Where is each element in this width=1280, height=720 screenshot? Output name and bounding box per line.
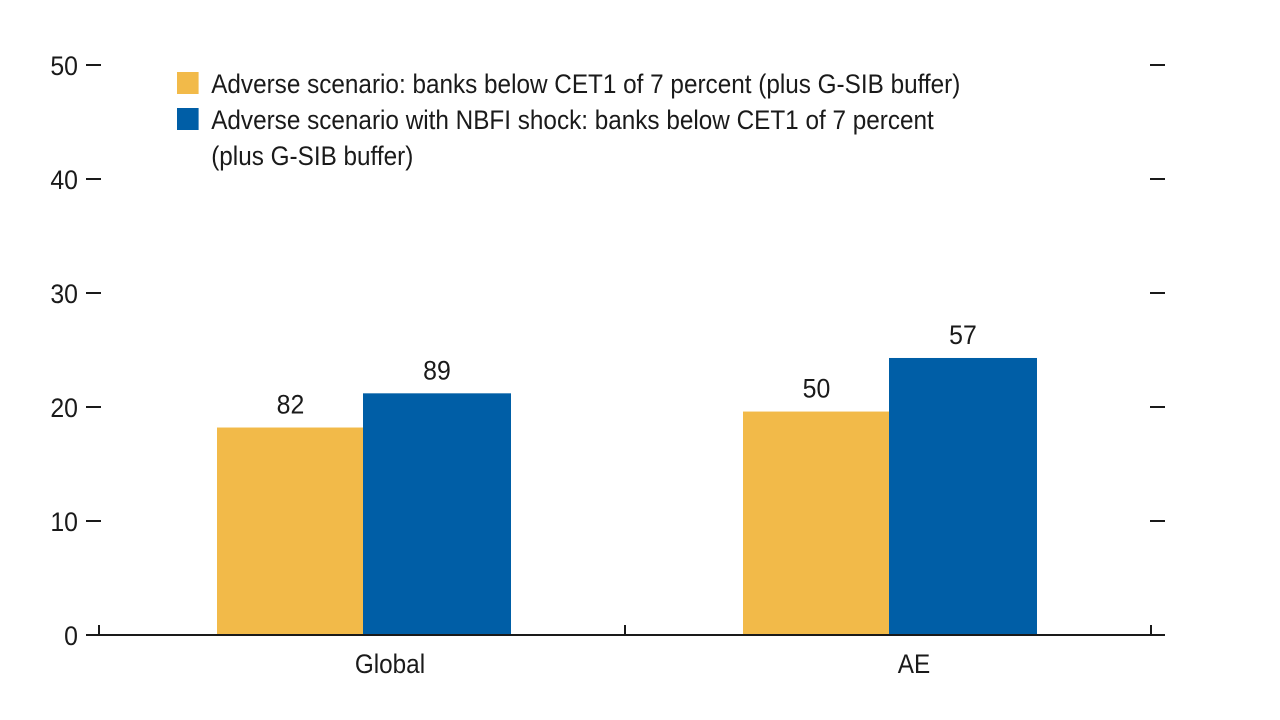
data-label: 82 xyxy=(277,391,305,420)
data-label: 50 xyxy=(803,375,831,404)
legend-item-adverse: Adverse scenario: banks below CET1 of 7 … xyxy=(177,66,987,102)
legend-label-line: Adverse scenario: banks below CET1 of 7 … xyxy=(211,69,961,99)
legend-swatch-adverse xyxy=(177,72,199,94)
legend: Adverse scenario: banks below CET1 of 7 … xyxy=(177,66,1077,174)
bar-ae-series-1 xyxy=(743,411,890,635)
legend-item-nbfi: Adverse scenario with NBFI shock: banks … xyxy=(177,102,987,174)
x-category-label: AE xyxy=(898,650,930,679)
data-label: 89 xyxy=(423,356,451,385)
y-axis: 0 10 20 30 40 50 xyxy=(50,52,101,651)
x-category-label: Global xyxy=(355,650,425,679)
y-tick-label: 20 xyxy=(50,394,78,423)
legend-label-line: (plus G-SIB buffer) xyxy=(211,141,414,171)
legend-label-adverse: Adverse scenario: banks below CET1 of 7 … xyxy=(211,66,960,102)
y-tick-label: 40 xyxy=(50,166,78,195)
bar-global-series-2 xyxy=(363,393,511,635)
data-labels: 82 89 50 57 xyxy=(277,321,977,420)
y-tick-label: 30 xyxy=(50,280,78,309)
y-tick-label: 10 xyxy=(50,508,78,537)
legend-label-nbfi: Adverse scenario with NBFI shock: banks … xyxy=(211,102,934,174)
bars xyxy=(217,357,1037,635)
legend-label-line: Adverse scenario with NBFI shock: banks … xyxy=(211,105,934,135)
bar-global-series-1 xyxy=(217,427,364,635)
y-tick-label: 0 xyxy=(64,622,78,651)
x-axis: Global AE xyxy=(87,625,1165,679)
y-tick-label: 50 xyxy=(50,52,78,81)
data-label: 57 xyxy=(949,321,977,350)
bar-ae-series-2 xyxy=(889,357,1037,635)
legend-swatch-nbfi xyxy=(177,108,199,130)
y-axis-right xyxy=(1150,64,1165,522)
